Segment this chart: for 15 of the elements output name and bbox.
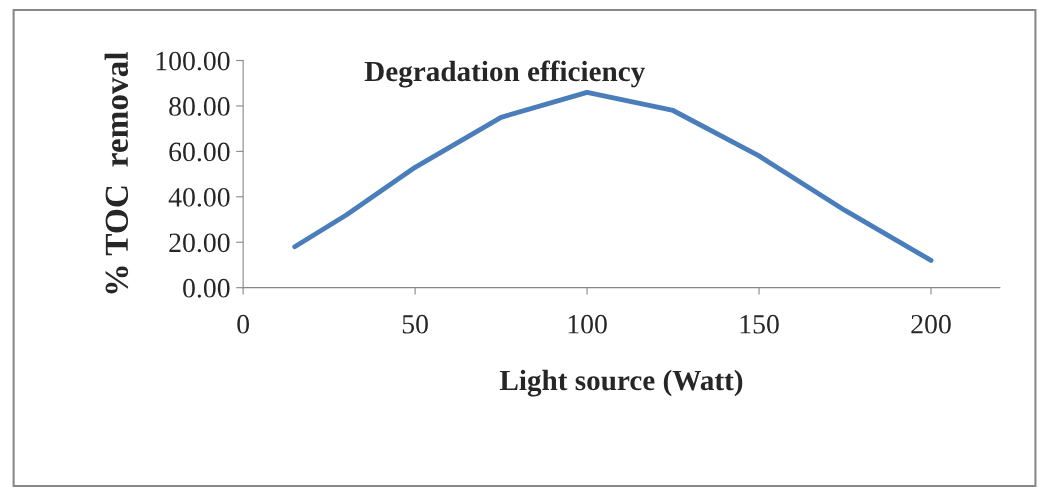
x-tick-label: 100: [568, 314, 607, 334]
y-axis-title: % TOC removal: [104, 51, 129, 294]
x-tick-label: 200: [911, 314, 951, 334]
chart-title: Degradation efficiency: [364, 60, 645, 88]
x-tick-label: 0: [237, 314, 250, 334]
y-tick-label: 40.00: [168, 187, 230, 207]
y-tick-label: 0.00: [183, 278, 230, 298]
y-tick-label: 100.00: [156, 51, 230, 71]
x-tick-label: 50: [402, 314, 428, 334]
y-tick-label: 60.00: [169, 142, 230, 162]
x-tick-label: 150: [740, 314, 779, 334]
y-tick-label: 20.00: [169, 233, 230, 253]
y-tick-label: 80.00: [169, 97, 230, 116]
x-axis-title: Light source (Watt): [499, 369, 743, 397]
line-series: [292, 89, 934, 263]
